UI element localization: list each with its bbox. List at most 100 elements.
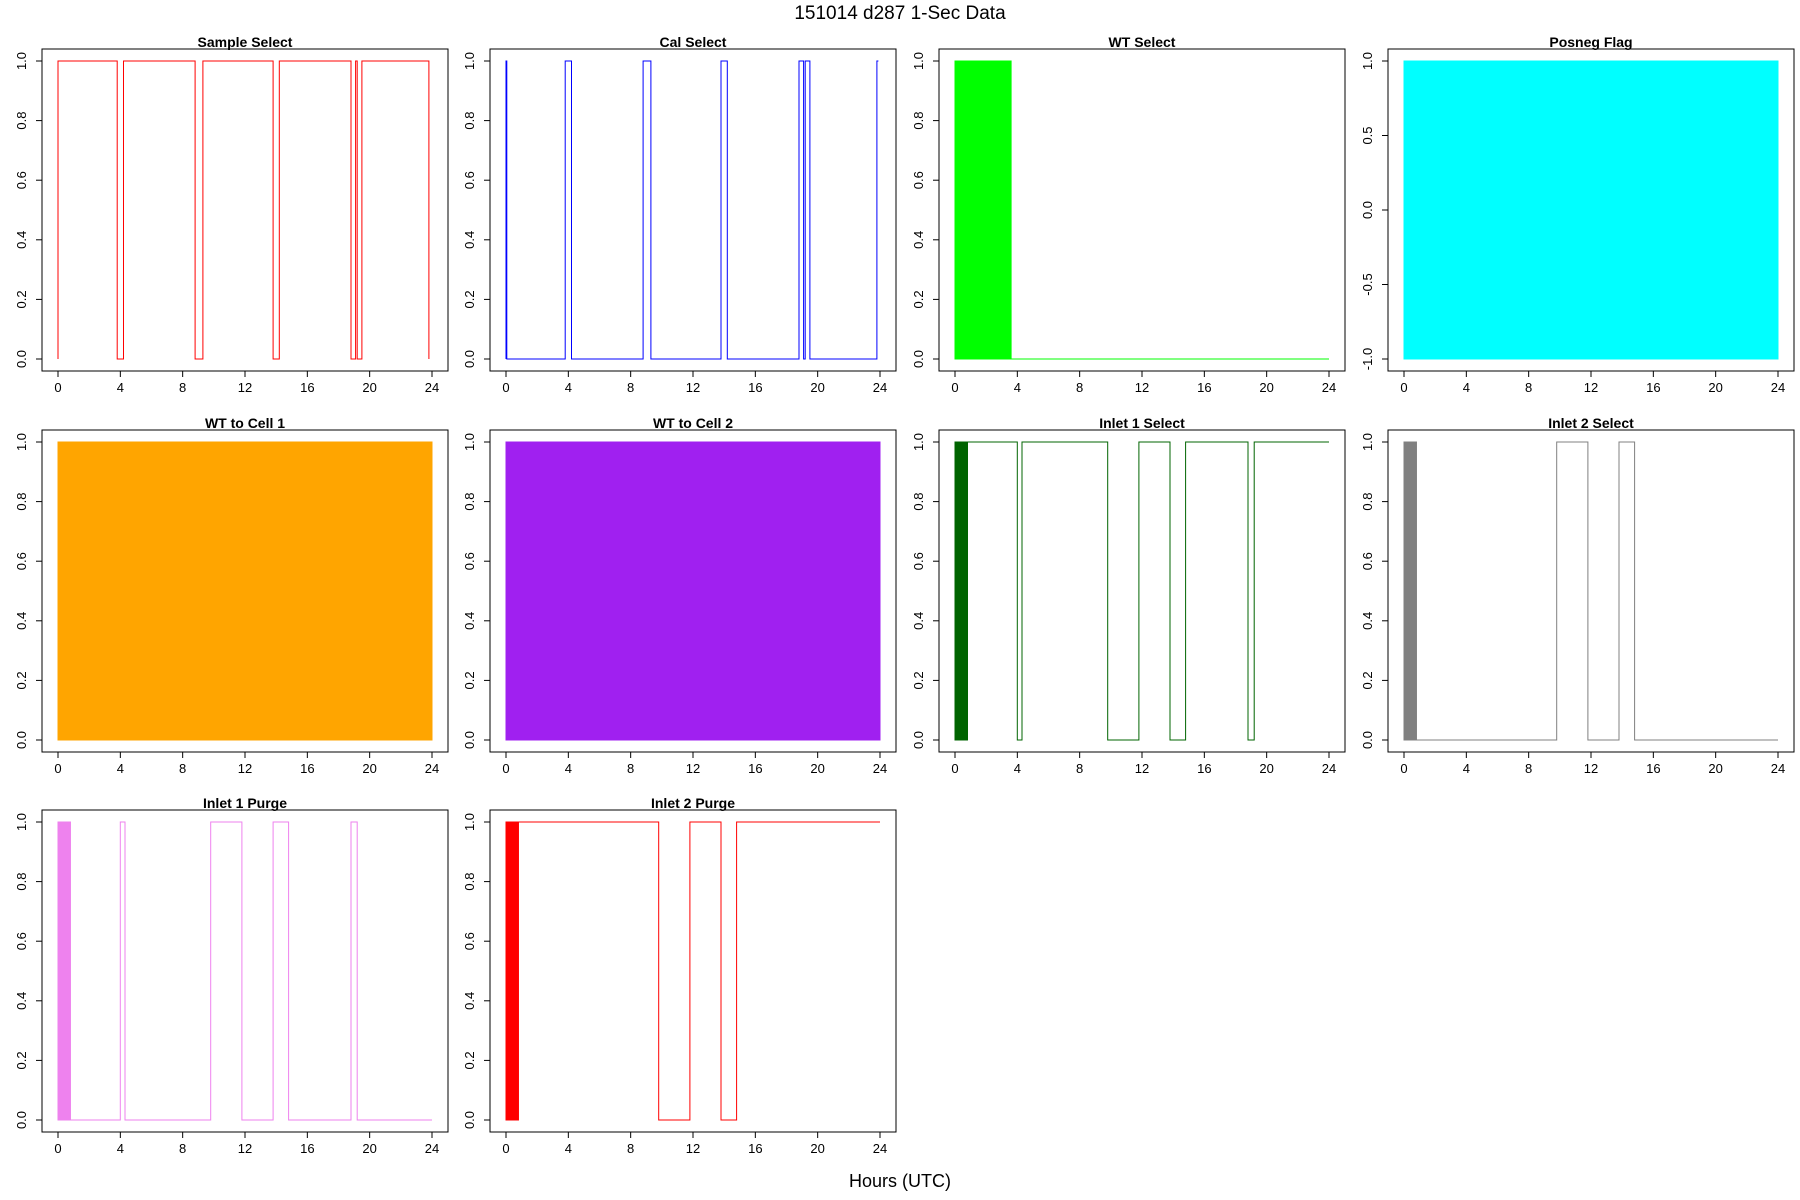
y-tick-label: 0.2 (462, 1051, 477, 1069)
x-tick-label: 12 (238, 380, 252, 395)
x-tick-label: 0 (502, 761, 509, 776)
series-line (70, 821, 432, 1121)
y-tick-label: 0.2 (911, 290, 926, 308)
x-tick-label: 16 (1197, 761, 1211, 776)
y-tick-label: 0.6 (911, 552, 926, 570)
y-tick-label: 0.6 (462, 932, 477, 950)
panel: Cal Select 0 4 8 12 16 20 24 0.0 0.2 0.4 0.6 0.8 1.0 (462, 34, 897, 395)
x-tick-label: 4 (117, 761, 124, 776)
y-tick-label: 0.8 (1360, 493, 1375, 511)
x-tick-label: 20 (1708, 761, 1722, 776)
x-tick-label: 20 (1259, 761, 1273, 776)
x-tick-label: 0 (54, 761, 61, 776)
x-tick-label: 8 (179, 1141, 186, 1156)
y-tick-label: 0.0 (1360, 731, 1375, 749)
y-tick-label: 0.0 (14, 350, 29, 368)
panel-title: WT Select (1109, 34, 1176, 50)
panel-title: Cal Select (660, 34, 727, 50)
x-tick-label: 4 (565, 1141, 572, 1156)
x-tick-label: 16 (300, 761, 314, 776)
y-tick-label: 0.6 (462, 552, 477, 570)
y-tick-label: 0.4 (1360, 612, 1375, 630)
y-tick-label: 0.4 (462, 231, 477, 249)
y-tick-label: 0.8 (14, 112, 29, 130)
x-tick-label: 8 (179, 380, 186, 395)
data-fill-block (505, 821, 519, 1121)
x-tick-label: 16 (1646, 761, 1660, 776)
panels: Sample Select 0 4 8 12 16 20 24 0.0 0.2 0.4 0.6 0.8 1… (14, 34, 1795, 1156)
x-axis-label: Hours (UTC) (849, 1171, 951, 1191)
x-tick-label: 24 (425, 1141, 439, 1156)
x-tick-label: 16 (1197, 380, 1211, 395)
y-tick-label: 0.0 (462, 1111, 477, 1129)
x-tick-label: 12 (238, 1141, 252, 1156)
y-tick-label: 0.8 (14, 493, 29, 511)
x-tick-label: 20 (810, 761, 824, 776)
x-tick-label: 8 (627, 761, 634, 776)
data-fill-block (1403, 441, 1417, 741)
y-tick-label: 0.4 (14, 231, 29, 249)
x-tick-label: 24 (873, 380, 887, 395)
panel-title: Posneg Flag (1549, 34, 1632, 50)
y-tick-label: 0.6 (1360, 552, 1375, 570)
x-tick-label: 8 (1076, 761, 1083, 776)
x-tick-label: 4 (117, 1141, 124, 1156)
x-tick-label: 20 (810, 380, 824, 395)
series-line (518, 821, 880, 1121)
x-tick-label: 20 (1708, 380, 1722, 395)
y-tick-label: 0.4 (462, 992, 477, 1010)
x-tick-label: 8 (1525, 380, 1532, 395)
data-fill-block (57, 441, 433, 741)
x-tick-label: 12 (1584, 761, 1598, 776)
y-tick-label: 0.8 (14, 873, 29, 891)
y-tick-label: 1.0 (1360, 52, 1375, 70)
x-tick-label: 16 (748, 380, 762, 395)
x-tick-label: 24 (425, 761, 439, 776)
series-line (1416, 441, 1778, 741)
x-tick-label: 8 (1076, 380, 1083, 395)
y-tick-label: 1.0 (462, 813, 477, 831)
x-tick-label: 8 (1525, 761, 1532, 776)
x-tick-label: 12 (1584, 380, 1598, 395)
x-tick-label: 24 (1771, 380, 1785, 395)
x-tick-label: 4 (1014, 380, 1021, 395)
x-tick-label: 0 (502, 1141, 509, 1156)
panel-title: Inlet 1 Select (1099, 415, 1185, 431)
x-tick-label: 20 (1259, 380, 1273, 395)
y-tick-label: 0.0 (911, 350, 926, 368)
y-tick-label: 0.0 (14, 731, 29, 749)
y-tick-label: 0.8 (911, 112, 926, 130)
y-tick-label: 1.0 (14, 52, 29, 70)
y-tick-label: 0.8 (911, 493, 926, 511)
x-tick-label: 4 (117, 380, 124, 395)
y-tick-label: 0.2 (462, 290, 477, 308)
x-tick-label: 8 (627, 1141, 634, 1156)
y-tick-label: 1.0 (14, 813, 29, 831)
y-tick-label: 0.0 (1360, 201, 1375, 219)
y-tick-label: 1.0 (462, 433, 477, 451)
y-tick-label: 0.5 (1360, 126, 1375, 144)
y-tick-label: 0.0 (14, 1111, 29, 1129)
y-tick-label: 0.6 (14, 552, 29, 570)
y-tick-label: 0.6 (911, 171, 926, 189)
y-tick-label: 0.4 (911, 612, 926, 630)
y-tick-label: 0.0 (462, 350, 477, 368)
panel-title: Inlet 2 Select (1548, 415, 1634, 431)
x-tick-label: 12 (686, 380, 700, 395)
y-tick-label: 0.4 (14, 612, 29, 630)
x-tick-label: 12 (1135, 380, 1149, 395)
x-tick-label: 4 (1014, 761, 1021, 776)
x-tick-label: 12 (1135, 761, 1149, 776)
panel: Posneg Flag 0 4 8 12 16 20 24 -1.0 -0.5 0.0 0.5 1.0 (1360, 34, 1795, 395)
y-tick-label: 1.0 (14, 433, 29, 451)
y-tick-label: 0.6 (14, 932, 29, 950)
x-tick-label: 0 (1400, 380, 1407, 395)
x-tick-label: 24 (1771, 761, 1785, 776)
figure-title: 151014 d287 1-Sec Data (794, 3, 1006, 24)
panel-title: Inlet 2 Purge (651, 795, 735, 811)
panel: Inlet 1 Purge 0 4 8 12 16 20 24 0.0 0.2 0.4 0.6 0.8 1… (14, 795, 449, 1156)
x-tick-label: 0 (951, 761, 958, 776)
series-line (505, 60, 879, 360)
y-tick-label: 0.8 (462, 493, 477, 511)
x-tick-label: 24 (425, 380, 439, 395)
